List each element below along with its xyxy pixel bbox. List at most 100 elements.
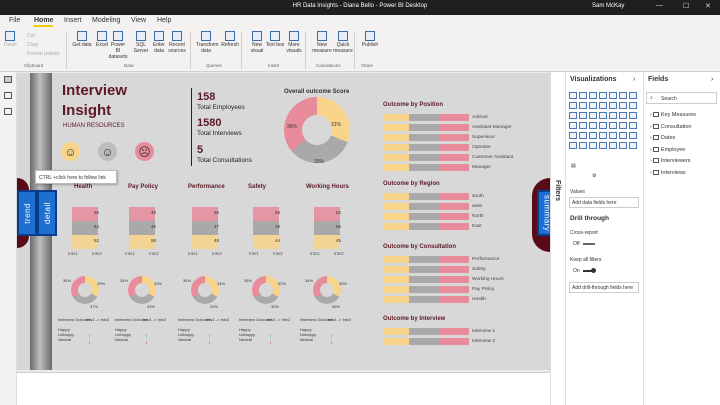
visual-type-icon[interactable] <box>619 132 627 139</box>
visual-type-icon[interactable] <box>579 112 587 119</box>
ribbon-button-7[interactable]: Refresh <box>220 31 240 48</box>
tab-modeling[interactable]: Modeling <box>92 17 121 24</box>
ribbon-button-10[interactable]: More visuals <box>284 31 304 54</box>
fields-expand-icon[interactable]: › <box>711 76 714 83</box>
ribbon-button-1[interactable]: Excel <box>92 31 112 48</box>
report-view-icon[interactable] <box>4 76 12 83</box>
overall-donut-chart[interactable] <box>284 97 350 163</box>
visual-type-icon[interactable] <box>569 92 577 99</box>
cross-report-toggle[interactable] <box>583 243 595 245</box>
visual-type-icon[interactable] <box>589 102 597 109</box>
interview-bar[interactable] <box>383 338 469 345</box>
position-bar[interactable] <box>383 164 469 171</box>
fields-search-input[interactable]: Search <box>646 92 717 104</box>
region-bar[interactable] <box>383 223 469 230</box>
visual-type-icon[interactable] <box>589 92 597 99</box>
field-table-item[interactable]: › Interviews <box>650 170 686 176</box>
visual-type-icon[interactable] <box>619 102 627 109</box>
format-well-icon[interactable]: ⚙ <box>592 173 597 179</box>
ribbon-button-12[interactable]: Quick measure <box>333 31 353 54</box>
ribbon-button-5[interactable]: Recent sources <box>167 31 187 54</box>
visual-type-icon[interactable] <box>629 132 637 139</box>
visual-type-icon[interactable] <box>569 122 577 129</box>
field-table-item[interactable]: › Dates <box>650 135 676 142</box>
category-donut-chart[interactable] <box>128 276 156 304</box>
visual-type-icon[interactable] <box>609 92 617 99</box>
ribbon-button-2[interactable]: Power BI datasets <box>108 31 128 60</box>
category-donut-chart[interactable] <box>252 276 280 304</box>
visual-type-icon[interactable] <box>619 122 627 129</box>
field-table-item[interactable]: › Consultation <box>650 123 692 130</box>
visual-type-icon[interactable] <box>609 142 617 149</box>
values-drop-zone[interactable]: Add data fields here <box>569 197 639 208</box>
ribbon-button-0[interactable]: Get data <box>72 31 92 48</box>
ribbon-button-6[interactable]: Transform data <box>196 31 219 54</box>
visual-type-icon[interactable] <box>579 102 587 109</box>
position-bar[interactable] <box>383 154 469 161</box>
detail-button[interactable]: detail <box>37 190 57 236</box>
visual-type-icon[interactable] <box>579 92 587 99</box>
format-painter-button[interactable]: Format painter <box>27 51 60 57</box>
visual-type-icon[interactable] <box>629 92 637 99</box>
minimize-icon[interactable]: — <box>656 2 663 9</box>
ribbon-button-11[interactable]: New measure <box>312 31 332 54</box>
visual-type-icon[interactable] <box>569 102 577 109</box>
region-bar[interactable] <box>383 213 469 220</box>
position-bar[interactable] <box>383 124 469 131</box>
position-bar[interactable] <box>383 114 469 121</box>
visual-type-icon[interactable] <box>619 92 627 99</box>
visual-type-icon[interactable] <box>619 112 627 119</box>
field-table-item[interactable]: › Key Measures <box>650 112 697 118</box>
category-cylinder-chart[interactable]: 55 47 48 <box>192 207 219 249</box>
visual-type-icon[interactable] <box>589 142 597 149</box>
visual-type-icon[interactable] <box>599 122 607 129</box>
category-cylinder-chart[interactable]: 58 49 44 <box>253 207 280 249</box>
visual-type-icon[interactable] <box>609 122 617 129</box>
visual-type-icon[interactable] <box>569 112 577 119</box>
tab-view[interactable]: View <box>131 17 147 24</box>
tab-help[interactable]: Help <box>157 17 172 24</box>
category-cylinder-chart[interactable]: 52 55 45 <box>314 207 341 249</box>
visual-type-icon[interactable] <box>599 112 607 119</box>
visual-type-icon[interactable] <box>619 142 627 149</box>
visual-type-icon[interactable] <box>599 92 607 99</box>
maximize-icon[interactable]: ☐ <box>683 3 690 10</box>
visual-type-icon[interactable] <box>569 142 577 149</box>
tab-file[interactable]: File <box>9 17 21 24</box>
visual-type-icon[interactable] <box>589 112 597 119</box>
user-name[interactable]: Sam McKay <box>592 3 625 9</box>
consultation-bar[interactable] <box>383 276 469 283</box>
consultation-bar[interactable] <box>383 296 469 303</box>
ribbon-button-9[interactable]: Text box <box>265 31 285 48</box>
ribbon-button-13[interactable]: Publish <box>360 31 380 48</box>
paste-button[interactable]: Paste <box>4 31 17 48</box>
ribbon-button-4[interactable]: Enter data <box>149 31 169 54</box>
data-view-icon[interactable] <box>4 92 12 99</box>
visual-type-icon[interactable] <box>599 142 607 149</box>
visual-type-icon[interactable] <box>579 142 587 149</box>
field-table-item[interactable]: › Employee <box>650 146 686 153</box>
category-donut-chart[interactable] <box>191 276 219 304</box>
copy-button[interactable]: Copy <box>27 42 39 48</box>
visual-type-icon[interactable] <box>629 102 637 109</box>
interview-bar[interactable] <box>383 328 469 335</box>
consultation-bar[interactable] <box>383 286 469 293</box>
tab-home[interactable]: Home <box>34 17 54 27</box>
visual-type-icon[interactable] <box>589 132 597 139</box>
visual-type-icon[interactable] <box>629 142 637 149</box>
visual-type-icon[interactable] <box>599 132 607 139</box>
close-icon[interactable]: ✕ <box>705 3 711 10</box>
visual-type-icon[interactable] <box>609 112 617 119</box>
visual-type-icon[interactable] <box>609 132 617 139</box>
tab-insert[interactable]: Insert <box>64 17 82 24</box>
position-bar[interactable] <box>383 134 469 141</box>
trend-button[interactable]: trend <box>17 190 37 236</box>
visual-type-icon[interactable] <box>629 122 637 129</box>
category-donut-chart[interactable] <box>71 276 99 304</box>
consultation-bar[interactable] <box>383 256 469 263</box>
keep-filters-toggle[interactable] <box>583 268 596 273</box>
consultation-bar[interactable] <box>383 266 469 273</box>
visual-type-icon[interactable] <box>629 112 637 119</box>
category-donut-chart[interactable] <box>313 276 341 304</box>
drill-through-drop-zone[interactable]: Add drill-through fields here <box>569 282 639 293</box>
